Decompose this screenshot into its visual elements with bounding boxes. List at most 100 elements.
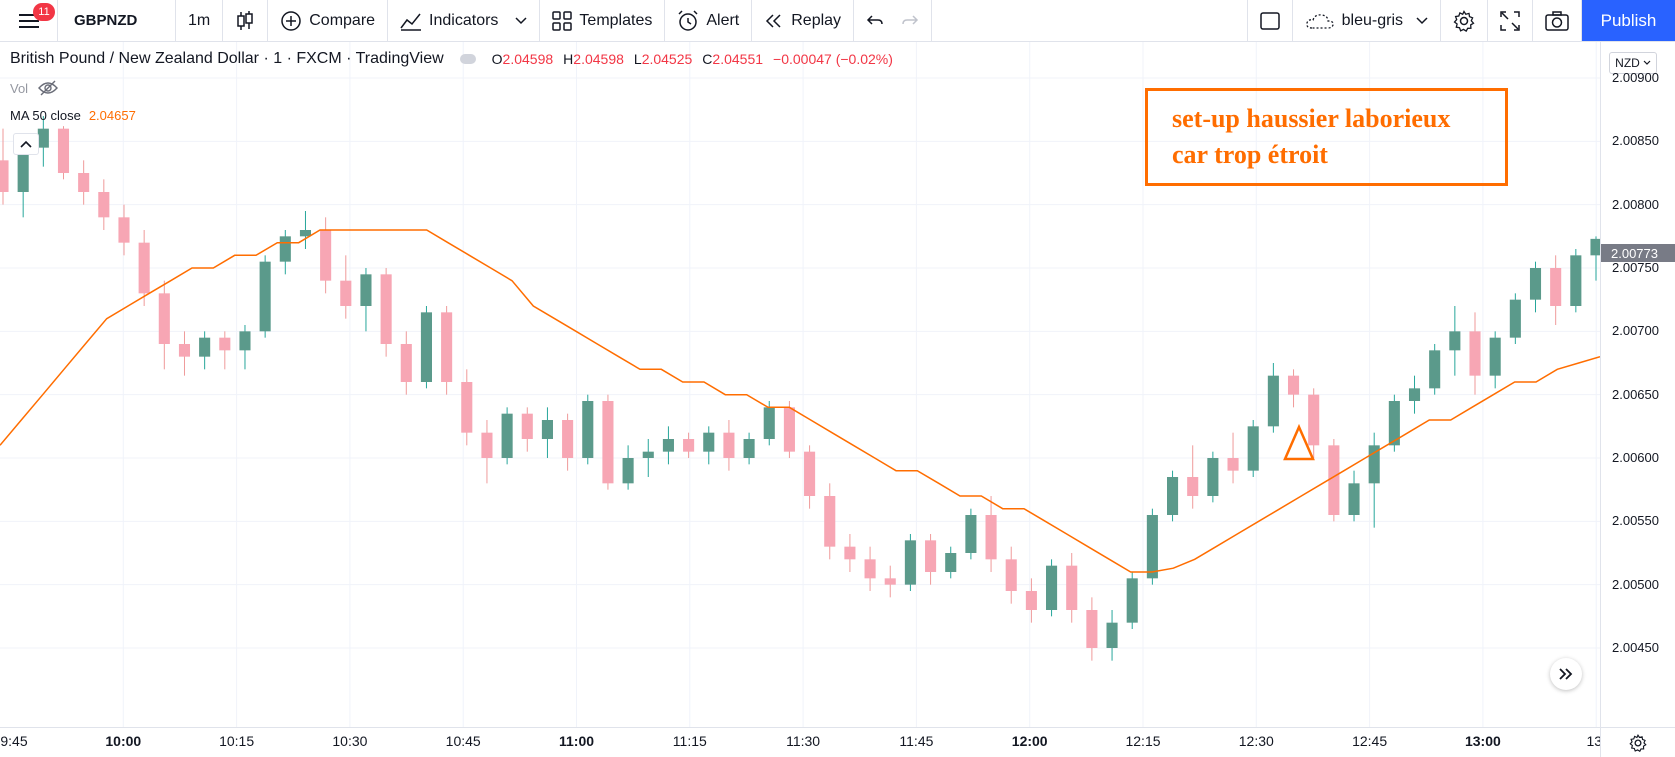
candle: [1247, 420, 1259, 477]
snapshot-button[interactable]: [1533, 0, 1582, 41]
candle: [541, 407, 553, 458]
price-tick-label: 2.00800: [1612, 196, 1659, 212]
candles-icon: [237, 10, 253, 30]
candle: [1590, 236, 1600, 281]
low-value: 2.04525: [641, 51, 693, 67]
chart-type-button[interactable]: [223, 0, 269, 41]
candle: [441, 306, 453, 395]
chart-pane[interactable]: [0, 42, 1675, 757]
price-scale[interactable]: [1600, 42, 1675, 727]
time-tick-label: 12:45: [1352, 733, 1388, 749]
price-tick-label: 2.00450: [1612, 640, 1659, 655]
candle: [501, 407, 513, 465]
rewind-icon: [766, 13, 781, 28]
high-key: H: [563, 51, 574, 67]
candle: [824, 483, 836, 560]
series-title[interactable]: British Pound / New Zealand Dollar · 1 ·…: [10, 50, 444, 67]
last-price-label: 2.00773: [1601, 244, 1675, 262]
time-tick-label: 10:00: [105, 733, 142, 749]
candle: [219, 331, 231, 370]
candle: [985, 496, 997, 572]
templates-button[interactable]: Templates: [540, 0, 666, 41]
open-key: O: [491, 51, 503, 67]
chevron-down-icon[interactable]: [515, 16, 527, 25]
candle: [37, 116, 49, 167]
candle: [1348, 470, 1360, 522]
candle: [138, 230, 150, 306]
scale-settings-button[interactable]: [1600, 727, 1675, 757]
scroll-to-realtime-button[interactable]: [1550, 658, 1582, 690]
candle: [98, 179, 110, 230]
chevron-down-icon: [1416, 16, 1428, 24]
camera-icon: [1545, 10, 1569, 31]
indicators-button[interactable]: Indicators: [388, 0, 541, 41]
settings-button[interactable]: [1441, 0, 1488, 41]
price-chart[interactable]: [0, 42, 1600, 727]
symbol-search-button[interactable]: GBPNZD: [58, 0, 176, 41]
select-layout-button[interactable]: [1248, 0, 1293, 41]
candle: [1005, 546, 1017, 604]
layout-name-label: bleu-gris: [1341, 11, 1403, 29]
time-axis[interactable]: [0, 727, 1600, 757]
candle: [945, 546, 957, 579]
candle: [1146, 508, 1158, 585]
candle: [1106, 610, 1118, 661]
time-tick-label: 11:30: [786, 733, 821, 749]
indicators-icon: [400, 13, 422, 31]
time-tick-label: 12:15: [1125, 733, 1161, 749]
candle: [340, 255, 352, 319]
close-key: C: [702, 51, 713, 67]
volume-legend[interactable]: Vol: [10, 80, 59, 96]
main-menu-button[interactable]: 11: [0, 0, 58, 41]
candle: [1328, 439, 1340, 522]
time-tick-label: 10:15: [219, 733, 255, 749]
candle: [1066, 553, 1078, 623]
price-tick-label: 2.00850: [1612, 133, 1659, 149]
candle: [1166, 470, 1179, 522]
undo-icon[interactable]: [866, 14, 884, 28]
triangle-drawing[interactable]: [1283, 423, 1315, 461]
price-tick-label: 2.00550: [1612, 513, 1659, 529]
candle: [1267, 363, 1279, 433]
candle: [864, 546, 876, 591]
redo-icon[interactable]: [901, 14, 919, 28]
candle: [622, 445, 634, 490]
undo-redo-group: [854, 0, 933, 41]
collapse-legend-button[interactable]: [13, 133, 39, 155]
eye-crossed-icon[interactable]: [38, 80, 59, 96]
candle: [925, 534, 937, 585]
loading-indicator: [459, 54, 476, 64]
interval-button[interactable]: 1m: [176, 0, 224, 41]
candle: [562, 413, 574, 471]
candle: [1469, 312, 1481, 395]
series-legend: British Pound / New Zealand Dollar · 1 ·…: [10, 50, 893, 68]
fullscreen-button[interactable]: [1488, 0, 1533, 41]
candle: [1126, 572, 1138, 629]
cloud-icon: [1305, 13, 1334, 29]
layout-name-button[interactable]: bleu-gris: [1293, 0, 1441, 41]
alert-button[interactable]: Alert: [665, 0, 753, 41]
candle: [320, 217, 332, 294]
ma-value: 2.04657: [88, 108, 136, 123]
ma-legend[interactable]: MA 50 close 2.04657: [10, 108, 136, 123]
candle: [1570, 249, 1582, 313]
candle: [703, 426, 715, 465]
annotation-box[interactable]: set-up haussier laborieux car trop étroi…: [1145, 88, 1508, 186]
publish-button[interactable]: Publish: [1582, 0, 1675, 41]
alarm-clock-icon: [678, 9, 698, 31]
currency-selector[interactable]: NZD: [1609, 52, 1657, 74]
compare-label: Compare: [309, 11, 376, 29]
currency-label: NZD: [1615, 56, 1640, 70]
replay-button[interactable]: Replay: [752, 0, 855, 41]
candle: [1187, 445, 1199, 509]
replay-label: Replay: [791, 11, 842, 29]
compare-button[interactable]: Compare: [268, 0, 389, 41]
double-chevron-right-icon: [1559, 668, 1573, 680]
candle: [78, 160, 90, 205]
candle: [1550, 255, 1562, 325]
candle: [279, 230, 291, 275]
candle: [158, 280, 170, 370]
ohlc-values: O2.04598 H2.04598 L2.04525 C2.04551 −0.0…: [492, 51, 893, 67]
time-tick-label: 12:00: [1011, 733, 1048, 749]
candle: [360, 268, 372, 332]
